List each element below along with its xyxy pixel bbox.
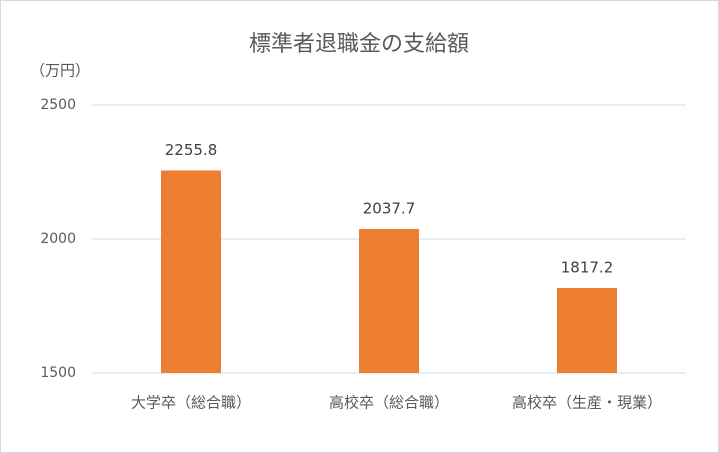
y-tick-label: 1500 [40,365,76,381]
y-tick-label: 2500 [40,97,76,113]
chart-title: 標準者退職金の支給額 [249,32,469,57]
bar [359,228,419,373]
y-axis-label: （万円） [30,62,90,80]
data-label: 1817.2 [561,258,614,276]
y-tick-label: 2000 [40,231,76,247]
x-tick-label: 高校卒（生産・現業） [512,394,662,412]
bar [557,287,617,373]
x-tick-label: 大学卒（総合職） [131,394,251,412]
data-label: 2037.7 [363,199,416,217]
bar [161,170,221,373]
x-tick-label: 高校卒（総合職） [329,394,449,412]
data-label: 2255.8 [165,141,218,159]
